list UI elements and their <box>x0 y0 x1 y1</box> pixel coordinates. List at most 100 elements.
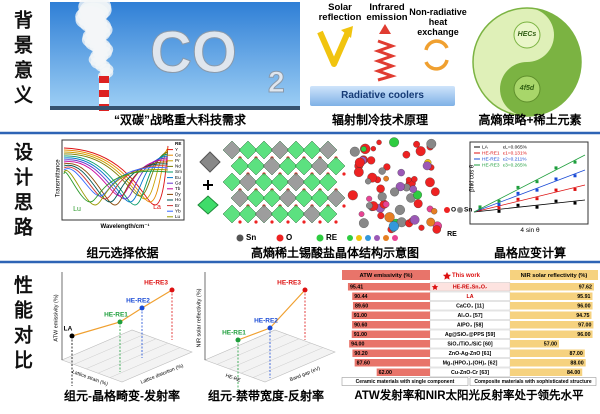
grid-line <box>109 347 181 378</box>
polyhedron <box>222 140 242 160</box>
chimney <box>99 90 109 97</box>
spectrum <box>63 163 169 203</box>
polyhedron <box>318 140 338 160</box>
bar <box>510 330 593 338</box>
atom <box>342 204 346 208</box>
atom <box>432 225 441 234</box>
atom <box>411 176 418 183</box>
atom <box>413 190 422 200</box>
point-label: HE-RE3 <box>144 280 168 287</box>
marker <box>573 201 577 205</box>
legend-label: LA <box>482 144 489 150</box>
spectrum <box>63 149 169 200</box>
legend-label: Tb <box>175 186 181 191</box>
legend-label: O <box>286 233 292 242</box>
atom <box>390 187 400 197</box>
marker <box>516 203 520 207</box>
value-label: 94.75 <box>576 313 589 319</box>
polyhedron <box>310 156 330 176</box>
solar-label: Solar reflection <box>318 2 362 24</box>
bar <box>349 340 430 348</box>
marker <box>497 206 501 210</box>
atom <box>413 199 423 209</box>
spectrum <box>63 165 169 200</box>
arrow-head <box>341 26 353 38</box>
atom <box>405 176 412 183</box>
value-label: 95.91 <box>577 294 590 300</box>
point-label: HE-RE1 <box>222 330 246 337</box>
cooler-label: Radiative coolers <box>341 90 424 101</box>
polyhedron <box>238 204 258 224</box>
atom <box>358 211 365 217</box>
value-label: 88.00 <box>570 360 583 366</box>
atom <box>418 224 425 231</box>
atom <box>238 220 242 224</box>
polyhedron <box>294 188 314 208</box>
atom <box>353 167 364 178</box>
marker <box>497 209 501 213</box>
point-label: HE-RE2 <box>254 318 278 325</box>
polyhedron <box>254 204 274 224</box>
marker <box>573 174 577 178</box>
polyhedron <box>326 188 346 208</box>
legend-label: RE <box>447 231 457 238</box>
group-box <box>469 377 597 386</box>
atom <box>395 182 405 192</box>
bar <box>510 283 594 291</box>
grid-line <box>228 338 300 370</box>
polyhedron <box>278 188 298 208</box>
atom <box>383 163 391 171</box>
legend-label: Sm <box>175 169 182 174</box>
polyhedron <box>286 140 306 160</box>
f-d-label: 4f5d <box>519 85 535 92</box>
plot-frame <box>469 141 589 225</box>
grid-line <box>97 342 169 374</box>
point <box>69 333 75 339</box>
section-label: 性能对比 <box>11 275 32 375</box>
co2-text: CO <box>150 20 237 85</box>
point-label: HE-RE2 <box>126 298 150 305</box>
value-label: 94.00 <box>351 341 364 347</box>
point <box>117 319 123 325</box>
polyhedron <box>254 140 274 160</box>
caption: “双碳”战略重大科技需求 <box>113 113 246 127</box>
legend-dot <box>383 235 389 241</box>
atom <box>382 201 390 208</box>
atom <box>384 212 395 223</box>
bar <box>510 368 583 376</box>
point <box>169 287 175 293</box>
ground <box>50 106 300 110</box>
atom <box>347 190 358 201</box>
chimney <box>99 83 109 90</box>
point-label: HE-RE1 <box>104 312 128 319</box>
spectrum <box>63 170 169 203</box>
marker <box>554 177 558 181</box>
atom <box>426 217 436 227</box>
atom <box>425 177 435 188</box>
grid-line <box>85 338 157 370</box>
caption: 组元选择依据 <box>86 246 159 260</box>
polyhedron <box>230 156 250 176</box>
marker <box>554 166 558 170</box>
grid-line <box>240 342 312 374</box>
atom <box>409 215 420 225</box>
bar <box>351 330 430 338</box>
yin-yang-dot <box>513 75 541 103</box>
bar <box>510 349 585 357</box>
bar <box>351 311 430 319</box>
curve-label: La <box>153 204 161 211</box>
legend-label: Nd <box>175 164 181 169</box>
heat-cycle <box>424 39 449 51</box>
marker <box>516 191 520 195</box>
marker <box>497 203 501 207</box>
bar <box>510 321 594 329</box>
legend-label: Eu <box>175 175 181 180</box>
polyhedron <box>270 140 290 160</box>
marker <box>535 180 539 184</box>
atom <box>413 140 420 148</box>
legend-dot <box>374 235 380 241</box>
legend-label: RE <box>175 141 181 146</box>
polyhedron <box>310 188 330 208</box>
polyhedron <box>246 156 266 176</box>
